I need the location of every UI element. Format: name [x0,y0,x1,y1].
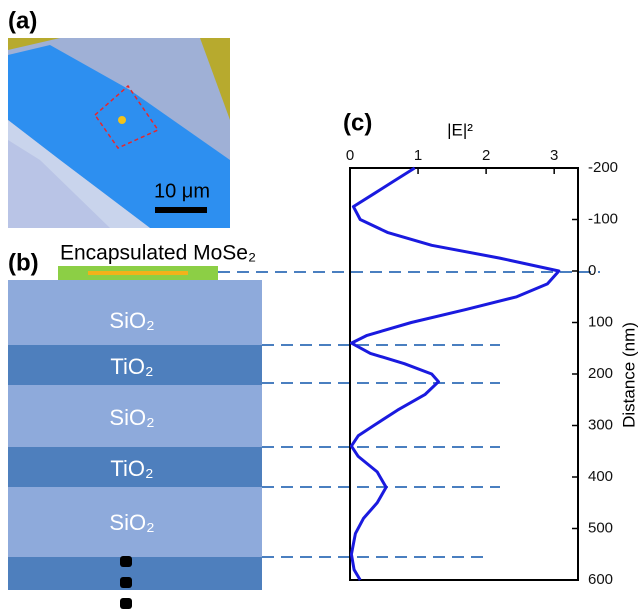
x-tick-label: 2 [482,147,490,164]
y-axis-label: Distance (nm) [619,322,638,428]
y-tick-label: 300 [588,416,613,433]
layer-label: TiO₂ [110,354,153,379]
scale-bar-label: 10 μm [154,180,210,202]
layer-label: SiO₂ [109,510,154,535]
x-tick-label: 3 [550,147,558,164]
field-curve [351,168,559,580]
figure: 10 μm (a) (b) (c) Encapsulated MoSe₂ SiO… [0,0,642,614]
x-tick-label: 0 [346,147,354,164]
y-tick-label: 600 [588,571,613,588]
panel-label: (b) [8,249,39,276]
top-layer-label: Encapsulated MoSe₂ [60,242,256,265]
x-axis-label: |E|² [447,120,473,139]
y-tick-label: 0 [588,262,596,279]
layer-label: SiO₂ [109,405,154,430]
y-tick-label: 100 [588,313,613,330]
y-tick-label: 500 [588,519,613,536]
y-tick-label: -200 [588,159,618,176]
layer-label: TiO₂ [110,456,153,481]
x-tick-label: 1 [414,147,422,164]
layer-label: SiO₂ [109,308,154,333]
y-tick-label: 200 [588,365,613,382]
guide-lines [218,272,600,557]
y-tick-label: 400 [588,468,613,485]
y-tick-label: -100 [588,210,618,227]
panel-label: (c) [343,109,372,136]
panel-label: (a) [8,7,37,34]
